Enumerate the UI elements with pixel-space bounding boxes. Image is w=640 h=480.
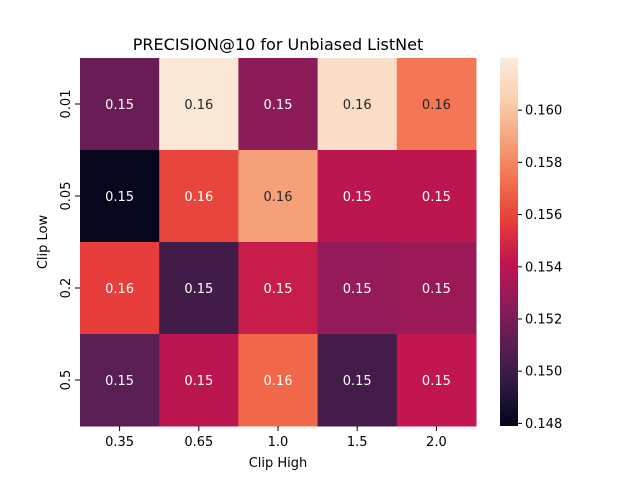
heatmap-cell — [159, 334, 239, 427]
cell-value-label: 0.15 — [264, 98, 293, 113]
heatmap-cell — [238, 242, 319, 335]
chart-title: PRECISION@10 for Unbiased ListNet — [133, 35, 423, 54]
heatmap-cells: 0.15 0.16 0.15 0.16 0.16 0.15 0.16 0.16 0.15 0.15… — [80, 58, 477, 427]
cell-value-label: 0.15 — [422, 190, 451, 205]
y-axis-label: Clip Low — [36, 214, 51, 269]
colorbar-tick-label: 0.150 — [525, 365, 562, 380]
cell-value-label: 0.15 — [105, 98, 134, 113]
cell-value-label: 0.16 — [184, 190, 213, 205]
heatmap-cell — [317, 242, 398, 335]
x-tick-label: 0.65 — [184, 435, 213, 450]
x-axis-label: Clip High — [249, 456, 308, 471]
x-tick-label: 2.0 — [426, 435, 447, 450]
heatmap-cell — [396, 58, 477, 151]
cell-value-label: 0.15 — [343, 374, 372, 389]
cell-value-label: 0.15 — [264, 282, 293, 297]
cell-value-label: 0.15 — [422, 282, 451, 297]
cell-value-label: 0.15 — [184, 282, 213, 297]
y-tick-label: 0.05 — [59, 182, 74, 211]
heatmap-cell — [396, 150, 477, 243]
cell-value-label: 0.16 — [343, 98, 372, 113]
y-tick-label: 0.5 — [59, 370, 74, 391]
cell-value-label: 0.16 — [264, 190, 293, 205]
cell-value-label: 0.15 — [422, 374, 451, 389]
heatmap-cell — [80, 58, 160, 151]
heatmap-cell — [396, 242, 477, 335]
heatmap-cell — [317, 58, 398, 151]
colorbar-tick-label: 0.156 — [525, 208, 562, 223]
colorbar: 0.148 0.150 0.152 0.154 0.156 0.158 0.160 — [500, 58, 562, 432]
heatmap-cell — [80, 150, 160, 243]
x-tick-label: 1.5 — [347, 435, 368, 450]
heatmap-cell — [80, 242, 160, 335]
cell-value-label: 0.15 — [105, 190, 134, 205]
cell-value-label: 0.15 — [184, 374, 213, 389]
cell-value-label: 0.15 — [343, 282, 372, 297]
cell-value-label: 0.16 — [184, 98, 213, 113]
heatmap-cell — [80, 334, 160, 427]
cell-value-label: 0.15 — [343, 190, 372, 205]
heatmap-cell — [317, 150, 398, 243]
cell-value-label: 0.16 — [105, 282, 134, 297]
y-tick-label: 0.01 — [59, 90, 74, 119]
colorbar-tick-label: 0.152 — [525, 312, 562, 327]
heatmap-cell — [159, 150, 239, 243]
colorbar-tick-label: 0.160 — [525, 104, 562, 119]
x-tick-label: 1.0 — [268, 435, 289, 450]
heatmap-cell — [238, 334, 319, 427]
x-tick-label: 0.35 — [105, 435, 134, 450]
cell-value-label: 0.16 — [422, 98, 451, 113]
heatmap-cell — [159, 242, 239, 335]
cell-value-label: 0.15 — [105, 374, 134, 389]
colorbar-tick-label: 0.154 — [525, 260, 562, 275]
heatmap-cell — [317, 334, 398, 427]
heatmap-cell — [238, 150, 319, 243]
colorbar-tick-label: 0.158 — [525, 156, 562, 171]
x-axis: 0.35 0.65 1.0 1.5 2.0 — [105, 426, 447, 450]
heatmap-cell — [396, 334, 477, 427]
heatmap-cell — [159, 58, 239, 151]
y-tick-label: 0.2 — [59, 278, 74, 299]
colorbar-tick-label: 0.148 — [525, 417, 562, 432]
y-axis: 0.01 0.05 0.2 0.5 — [59, 90, 80, 391]
cell-value-label: 0.16 — [264, 374, 293, 389]
heatmap-cell — [238, 58, 319, 151]
colorbar-gradient — [500, 58, 518, 426]
